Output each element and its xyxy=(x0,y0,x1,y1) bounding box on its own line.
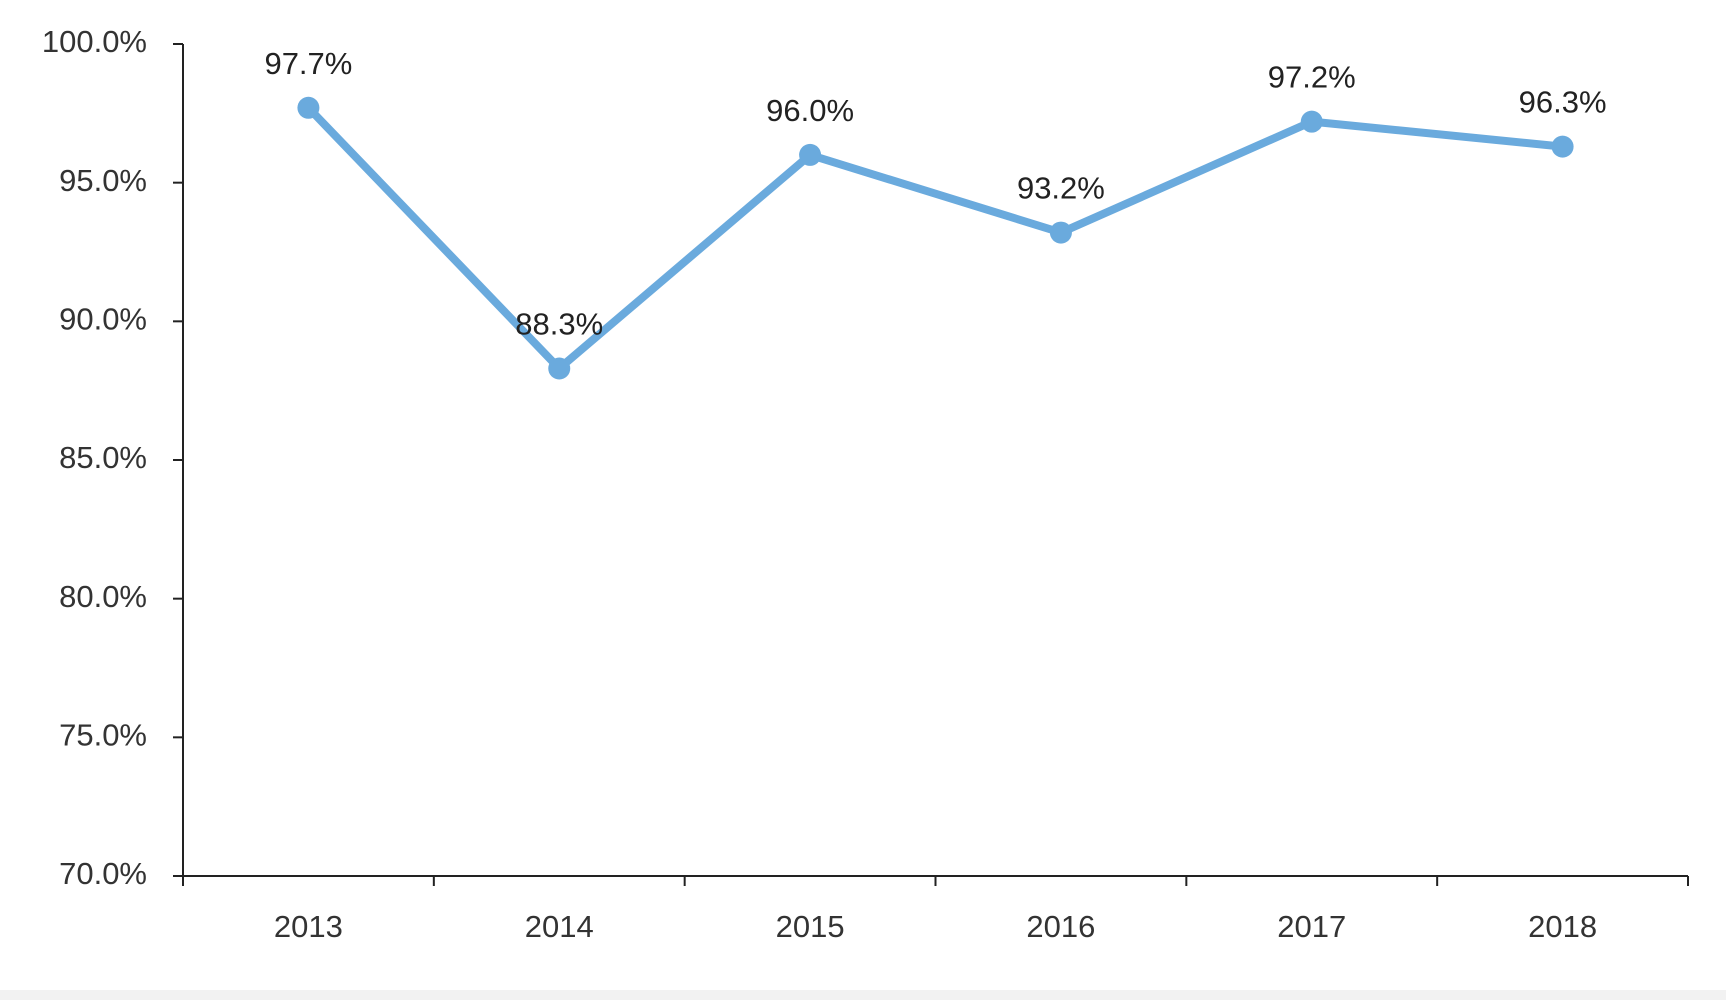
data-label: 93.2% xyxy=(1017,171,1105,206)
data-label: 88.3% xyxy=(515,306,603,341)
data-label: 96.3% xyxy=(1519,85,1607,120)
x-tick-label: 2016 xyxy=(1026,909,1095,944)
y-tick-label: 80.0% xyxy=(59,579,147,614)
y-axis: 70.0% 75.0% 80.0% 85.0% 90.0% 95.0% 100.0% xyxy=(42,24,184,891)
y-tick-label: 75.0% xyxy=(59,718,147,753)
data-point xyxy=(297,96,320,119)
y-tick-label: 90.0% xyxy=(59,302,147,337)
series-line xyxy=(304,103,1567,373)
data-point xyxy=(1551,135,1574,158)
x-tick-label: 2017 xyxy=(1277,909,1346,944)
data-labels: 97.7% 88.3% 96.0% 93.2% 97.2% 96.3% xyxy=(264,46,1606,342)
x-tick-label: 2013 xyxy=(274,909,343,944)
data-label: 96.0% xyxy=(766,93,854,128)
series xyxy=(297,96,1574,380)
x-tick-label: 2014 xyxy=(525,909,594,944)
data-point xyxy=(799,143,822,166)
x-tick-label: 2015 xyxy=(776,909,845,944)
y-tick-label: 70.0% xyxy=(59,856,147,891)
y-tick-label: 95.0% xyxy=(59,163,147,198)
data-point xyxy=(1300,110,1323,133)
x-axis: 2013 2014 2015 2016 2017 2018 xyxy=(182,875,1689,944)
y-tick-label: 85.0% xyxy=(59,440,147,475)
data-point xyxy=(548,357,571,380)
data-label: 97.7% xyxy=(264,46,352,81)
bottom-strip xyxy=(0,990,1726,1000)
data-label: 97.2% xyxy=(1268,60,1356,95)
y-tick-label: 100.0% xyxy=(42,24,147,59)
x-tick-label: 2018 xyxy=(1528,909,1597,944)
data-point xyxy=(1049,221,1072,244)
